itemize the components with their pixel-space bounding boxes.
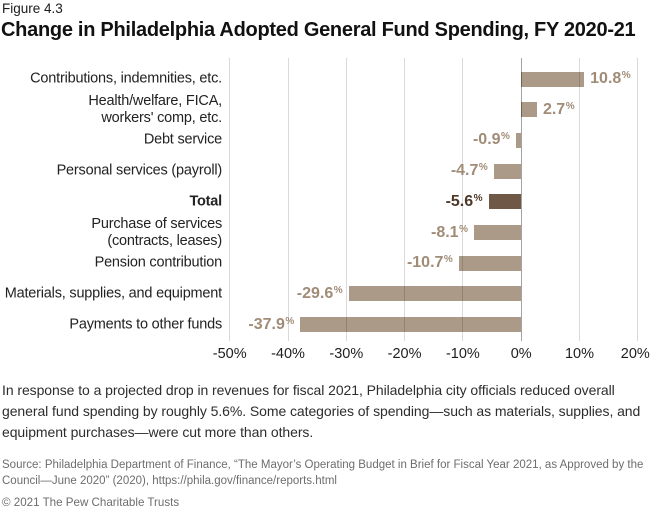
bar-category xyxy=(515,132,522,148)
category-label: Contributions, indemnities, etc. xyxy=(30,70,222,87)
bar-category xyxy=(348,286,522,302)
gridline xyxy=(287,58,289,341)
percent-sign: % xyxy=(501,131,510,143)
value-number: 2.7 xyxy=(542,100,566,118)
percent-sign: % xyxy=(473,192,483,204)
value-number: -4.7 xyxy=(450,162,479,180)
x-axis-tick-label: -10% xyxy=(445,346,480,362)
percent-sign: % xyxy=(285,315,295,327)
value-number: 10.8 xyxy=(590,70,622,87)
bar-total xyxy=(488,194,522,210)
value-label: -5.6% xyxy=(446,193,483,211)
x-axis-tick-label: -40% xyxy=(271,346,305,362)
value-label: -37.9% xyxy=(248,316,294,334)
bar-category xyxy=(473,225,522,240)
percent-sign: % xyxy=(621,70,631,81)
category-label: Personal services (payroll) xyxy=(56,162,223,179)
bar-category xyxy=(493,163,522,179)
x-axis-tick-label: 0% xyxy=(510,346,532,362)
gridline xyxy=(345,58,347,341)
bar-category xyxy=(300,317,522,333)
x-axis-tick-label: -30% xyxy=(329,346,364,362)
value-number: -37.9 xyxy=(248,315,285,333)
percent-sign: % xyxy=(565,100,575,112)
value-label: -4.7% xyxy=(451,162,488,180)
source-note: Source: Philadelphia Department of Finan… xyxy=(2,459,644,488)
value-label: -29.6% xyxy=(297,285,343,303)
category-label: Payments to other funds xyxy=(69,316,222,333)
percent-sign: % xyxy=(333,284,343,296)
x-axis-tick-label: 20% xyxy=(620,346,650,362)
value-number: -29.6 xyxy=(296,284,334,302)
x-axis-tick-label: -50% xyxy=(212,346,247,362)
gridline xyxy=(462,58,464,341)
percent-sign: % xyxy=(459,223,468,235)
gridline xyxy=(579,58,580,341)
value-number: -8.1 xyxy=(431,223,459,241)
value-label: -0.9% xyxy=(473,131,510,149)
figure-label: Figure 4.3 xyxy=(2,1,63,16)
value-label: 2.7% xyxy=(543,101,575,119)
value-label: 10.8% xyxy=(590,70,631,88)
bar-category xyxy=(458,255,522,271)
x-axis-tick-label: -20% xyxy=(387,346,422,362)
x-axis-tick-label: 10% xyxy=(564,346,595,362)
value-label: -10.7% xyxy=(407,254,453,272)
chart-caption: In response to a projected drop in reven… xyxy=(2,382,641,440)
copyright-note: © 2021 The Pew Charitable Trusts xyxy=(2,496,180,509)
value-number: -0.9 xyxy=(472,131,501,149)
category-label: Health/welfare, FICA, workers' comp, etc… xyxy=(88,92,222,126)
category-label: Pension contribution xyxy=(94,254,223,271)
value-label: -8.1% xyxy=(431,224,468,242)
category-label: Total xyxy=(189,193,222,210)
percent-sign: % xyxy=(443,254,453,266)
bar-category xyxy=(521,102,537,118)
value-number: -5.6 xyxy=(445,192,474,210)
value-number: -10.7 xyxy=(406,254,444,272)
chart-title: Change in Philadelphia Adopted General F… xyxy=(1,19,636,41)
gridline xyxy=(637,58,639,341)
gridline xyxy=(229,58,231,341)
zero-axis-line xyxy=(520,58,522,341)
gridline xyxy=(404,58,406,341)
category-label: Debt service xyxy=(143,131,222,148)
bar-category xyxy=(521,71,585,87)
category-label: Purchase of services (contracts, leases) xyxy=(91,215,222,249)
percent-sign: % xyxy=(478,162,488,174)
category-label: Materials, supplies, and equipment xyxy=(4,285,222,302)
